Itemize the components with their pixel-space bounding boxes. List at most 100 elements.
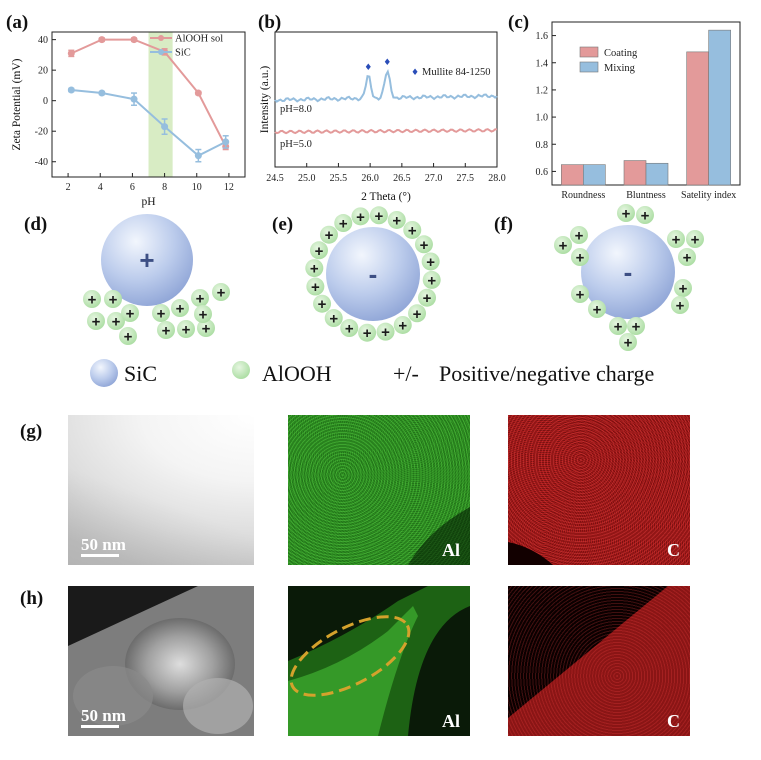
particle-charge: + xyxy=(423,290,432,307)
legend-swatch xyxy=(579,61,599,73)
alooh-particle xyxy=(351,207,370,226)
c-map-g: C xyxy=(508,415,690,565)
particle-charge: + xyxy=(622,206,631,223)
particle-charge: + xyxy=(329,311,338,328)
particle-charge: + xyxy=(398,317,407,334)
alooh-particle xyxy=(104,290,122,308)
alooh-particle xyxy=(83,290,101,308)
alooh-particle xyxy=(403,220,422,239)
c-map-h: C xyxy=(508,586,690,736)
alooh-particle xyxy=(152,304,170,322)
scale-label-h: 50 nm xyxy=(81,706,126,725)
data-point xyxy=(130,95,138,103)
particle-charge: + xyxy=(575,228,584,245)
alooh-particle xyxy=(313,294,332,313)
bar-coating xyxy=(686,51,709,186)
series-line-0 xyxy=(70,38,227,147)
alooh-particle xyxy=(376,322,395,341)
data-point xyxy=(98,89,106,97)
schematic-d: ++ ++ + +++ ++ ++ + ++ xyxy=(83,214,230,346)
alooh-particle xyxy=(686,230,704,248)
x-tick-label: 2 xyxy=(66,182,71,193)
particle-charge: + xyxy=(109,292,118,309)
particle-charge: + xyxy=(325,227,334,244)
alooh-particle xyxy=(609,317,627,335)
bar-coating xyxy=(623,160,647,186)
sic-particle xyxy=(101,214,193,306)
particle-charge: + xyxy=(157,306,166,323)
plot-frame xyxy=(274,31,498,168)
alooh-particle xyxy=(674,279,692,297)
particle-charge: + xyxy=(632,319,641,336)
bar-coating xyxy=(561,164,584,186)
particle-charge: + xyxy=(363,325,372,342)
alooh-particle xyxy=(191,289,209,307)
sic-charge: + xyxy=(139,245,154,275)
y-axis-label: Intensity (a.u.) xyxy=(259,66,271,134)
legend-label: Mixing xyxy=(604,63,636,74)
bar-mixing xyxy=(708,29,731,186)
particle-charge: + xyxy=(310,261,319,278)
alooh-particle xyxy=(340,319,359,338)
particle-charge: + xyxy=(672,232,681,249)
panel-label-e: (e) xyxy=(272,214,294,235)
scale-label-g: 50 nm xyxy=(81,535,126,554)
alooh-particle xyxy=(588,300,606,318)
alooh-particle xyxy=(194,305,212,323)
particle-charge: + xyxy=(641,208,650,225)
data-point xyxy=(161,123,169,131)
schematic-e: -+ ++++++++++++++++++ + xyxy=(305,206,441,342)
particle-charge: + xyxy=(593,302,602,319)
panel-label-c: (c) xyxy=(508,12,530,33)
particle-charge: + xyxy=(202,321,211,338)
particle-charge: + xyxy=(392,212,401,229)
data-point xyxy=(67,86,75,94)
particle-charge: + xyxy=(559,238,568,255)
alooh-particle xyxy=(627,317,645,335)
x-tick-label: 26.0 xyxy=(361,173,379,184)
alooh-particle xyxy=(570,226,588,244)
particle-charge: + xyxy=(426,254,435,271)
stem-image-g: 50 nm xyxy=(68,415,254,565)
legend-marker: ♦ xyxy=(411,68,419,78)
y-tick-label: -20 xyxy=(35,127,48,138)
legend-label: AlOOH sol xyxy=(175,34,223,45)
y-tick-label: 0 xyxy=(43,96,48,107)
sic-key-icon xyxy=(90,359,118,387)
particle-charge: + xyxy=(315,243,324,260)
legend-label: Coating xyxy=(604,48,638,59)
y-tick-label: 20 xyxy=(38,66,48,77)
al-map-g: Al xyxy=(288,415,470,565)
data-point xyxy=(98,36,106,44)
series-line-ph8 xyxy=(274,69,498,103)
panel-label-d: (d) xyxy=(24,214,48,235)
particle-charge: + xyxy=(217,285,226,302)
al-label-h: Al xyxy=(442,711,460,731)
x-tick-label: 12 xyxy=(224,182,234,193)
sic-charge: - xyxy=(369,259,378,289)
sic-key-label: SiC xyxy=(124,361,157,386)
alooh-particle xyxy=(617,204,635,222)
x-tick-label: 27.0 xyxy=(425,173,443,184)
x-tick-label: 6 xyxy=(130,182,135,193)
panel-label-b: (b) xyxy=(258,12,282,33)
alooh-particle xyxy=(324,309,343,328)
y-tick-label: -40 xyxy=(35,157,48,168)
alooh-particle xyxy=(414,235,433,254)
al-label-g: Al xyxy=(442,540,460,560)
particle-charge: + xyxy=(318,296,327,313)
alooh-particle xyxy=(87,312,105,330)
y-tick-label: 1.2 xyxy=(536,85,549,96)
x-tick-label: 25.0 xyxy=(298,173,316,184)
zeta-potential-chart: -40 -20 0 20 40 2 4 6 8 10 12 pH Zeta Potential (mV)… xyxy=(11,31,246,208)
alooh-particle xyxy=(571,285,589,303)
alooh-particle xyxy=(678,248,696,266)
al-map-h: Al xyxy=(288,586,470,736)
alooh-particle xyxy=(554,236,572,254)
stem-image-h: 50 nm xyxy=(68,586,254,736)
alooh-particle xyxy=(306,277,325,296)
alooh-particle xyxy=(157,321,175,339)
alooh-key-label: AlOOH xyxy=(262,361,332,386)
alooh-particle xyxy=(121,304,139,322)
peak-marker: ♦ xyxy=(383,58,391,68)
